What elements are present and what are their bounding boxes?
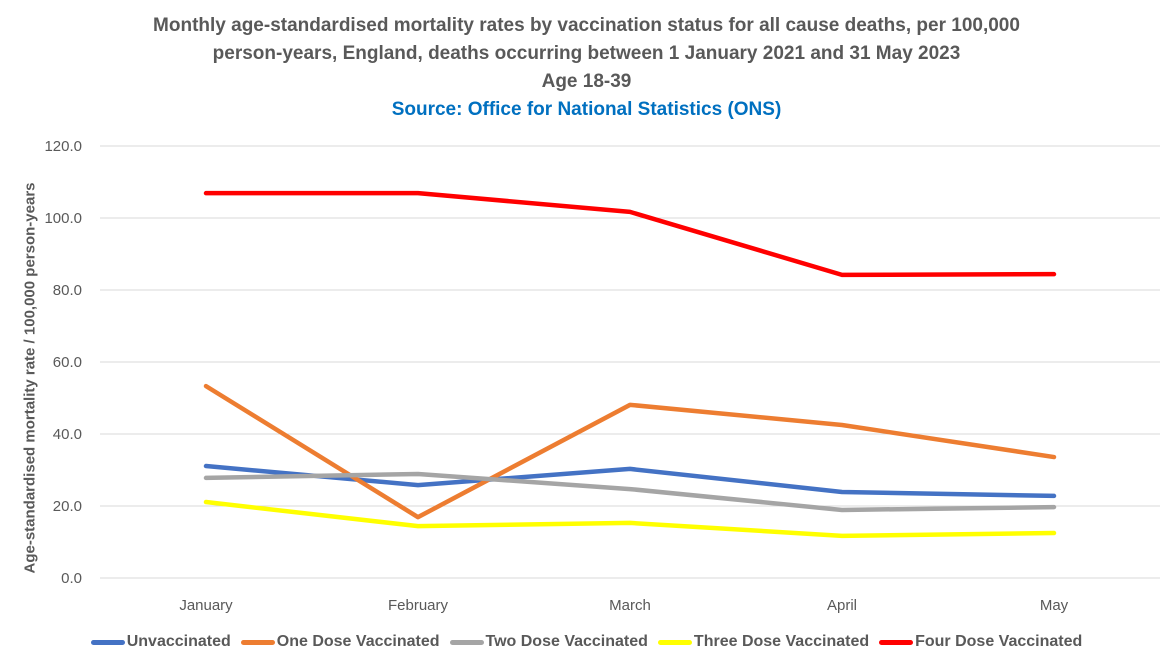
chart-title-line-3: Age 18-39	[541, 71, 632, 92]
y-tick-label: 120.0	[44, 138, 82, 155]
legend: Unvaccinated One Dose Vaccinated Two Dose …	[0, 633, 1173, 651]
legend-swatch	[657, 639, 692, 645]
x-tick-label: January	[179, 597, 233, 614]
y-tick-label: 0.0	[61, 570, 82, 587]
x-tick-label: April	[827, 597, 857, 614]
series-line-one-dose-vaccinated	[203, 383, 1057, 520]
series-lines	[203, 190, 1057, 539]
legend-swatch	[879, 639, 914, 645]
x-tick-label: March	[609, 597, 651, 614]
legend-label: Unvaccinated	[126, 633, 231, 650]
series-line-unvaccinated	[203, 463, 1057, 499]
chart-title-block: Monthly age-standardised mortality rates…	[0, 12, 1173, 124]
y-axis-ticks: 0.0 20.0 40.0 60.0 80.0 100.0 120.0	[44, 138, 82, 587]
chart-title-line-2: person-years, England, deaths occurring …	[212, 43, 961, 64]
legend-swatch	[90, 639, 125, 645]
y-tick-label: 60.0	[53, 354, 82, 371]
x-tick-label: May	[1040, 597, 1069, 614]
legend-swatch	[449, 639, 484, 645]
legend-item: Four Dose Vaccinated	[879, 633, 1082, 651]
series-line-two-dose-vaccinated	[203, 471, 1057, 513]
y-tick-label: 40.0	[53, 426, 82, 443]
legend-label: Two Dose Vaccinated	[485, 633, 648, 650]
chart-subtitle: Source: Office for National Statistics (…	[391, 99, 782, 120]
series-line-four-dose-vaccinated	[203, 190, 1057, 278]
legend-swatch	[240, 639, 275, 645]
legend-label: Three Dose Vaccinated	[693, 633, 870, 650]
legend-item: Two Dose Vaccinated	[449, 633, 648, 651]
x-tick-label: February	[388, 597, 449, 614]
y-tick-label: 20.0	[53, 498, 82, 515]
legend-label: One Dose Vaccinated	[276, 633, 440, 650]
legend-item: One Dose Vaccinated	[240, 633, 440, 651]
y-tick-label: 80.0	[53, 282, 82, 299]
legend-label: Four Dose Vaccinated	[915, 633, 1083, 650]
y-tick-label: 100.0	[44, 210, 82, 227]
x-axis-ticks: January February March April May	[179, 597, 1068, 614]
series-line-three-dose-vaccinated	[203, 499, 1057, 539]
chart-title-line-1: Monthly age-standardised mortality rates…	[153, 15, 1020, 36]
legend-item: Three Dose Vaccinated	[657, 633, 870, 651]
legend-item: Unvaccinated	[90, 633, 231, 651]
